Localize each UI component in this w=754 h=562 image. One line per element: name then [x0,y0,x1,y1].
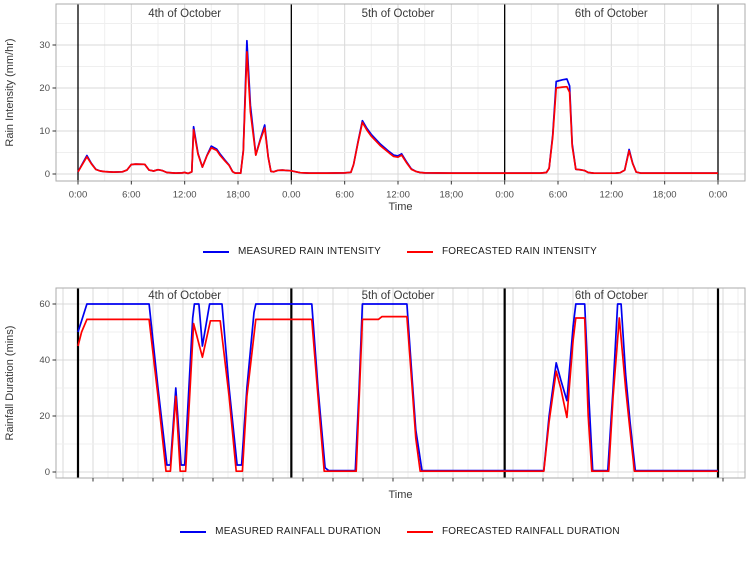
y-tick-label: 20 [39,83,50,94]
x-tick-label: 18;00 [439,190,463,201]
day-label: 4th of October [148,8,221,20]
panel-border [55,287,746,479]
x-tick-label: 0:00 [495,190,514,201]
y-tick-label: 0 [45,169,50,180]
forecasted-series-line [77,315,718,473]
measured-series-line [77,303,718,472]
legend-item-measured: MEASURED RAIN INTENSITY [203,246,381,257]
y-axis-title: Rainfall Duration (mins) [4,326,16,441]
x-tick-label: 18;00 [226,190,250,201]
rain-intensity-chart: 0:00 6:00 12:00 18;00 0.00 6:00 12:00 18;00 0:00… [4,3,746,213]
x-axis-title: Time [388,201,412,213]
x-tick-label: 6:00 [549,190,568,201]
legend-line-swatch [406,530,433,533]
legend-item-forecasted: FORECASTED RAIN INTENSITY [406,246,597,257]
day-label: 5th of October [362,290,435,302]
y-tick-label: 30 [39,40,50,51]
y-tick-label: 0 [45,467,50,478]
rainfall-duration-chart: 0 20 40 60 4th of October 5th of October 6th o… [4,287,746,501]
day-label: 4th of October [148,290,221,302]
legend-label: MEASURED RAINFALL DURATION [215,526,381,537]
forecasted-series-line [77,51,718,175]
x-tick-label: 12:00 [386,190,410,201]
day-label: 5th of October [362,8,435,20]
x-tick-label: 12:00 [173,190,197,201]
legend-item-forecasted: FORECASTED RAINFALL DURATION [406,526,620,537]
panel-border [55,3,746,182]
x-tick-label: 6:00 [122,190,141,201]
x-tick-label: 6:00 [335,190,354,201]
y-tick-label: 20 [39,411,50,422]
day-label: 6th of October [575,8,648,20]
day-label: 6th of October [575,290,648,302]
legend-line-swatch [203,250,230,253]
x-tick-label: 0:00 [69,190,88,201]
legend-item-measured: MEASURED RAINFALL DURATION [180,526,381,537]
rainfall-duration-legend: MEASURED RAINFALL DURATION FORECASTED RAI… [23,526,754,537]
legend-label: FORECASTED RAIN INTENSITY [441,246,597,257]
x-tick-label: 0.00 [282,190,301,201]
legend-line-swatch [406,250,433,253]
y-axis-title: Rain Intensity (mm/hr) [4,38,16,146]
legend-label: MEASURED RAIN INTENSITY [238,246,381,257]
legend-label: FORECASTED RAINFALL DURATION [441,526,620,537]
y-tick-label: 10 [39,126,50,137]
legend-line-swatch [180,530,207,533]
y-tick-label: 40 [39,355,50,366]
x-tick-label: 12:00 [599,190,623,201]
y-tick-label: 60 [39,299,50,310]
x-axis-title: Time [388,489,412,501]
x-tick-label: 18;00 [653,190,677,201]
rain-intensity-legend: MEASURED RAIN INTENSITY FORECASTED RAIN I… [23,246,754,257]
x-tick-label: 0:00 [709,190,728,201]
